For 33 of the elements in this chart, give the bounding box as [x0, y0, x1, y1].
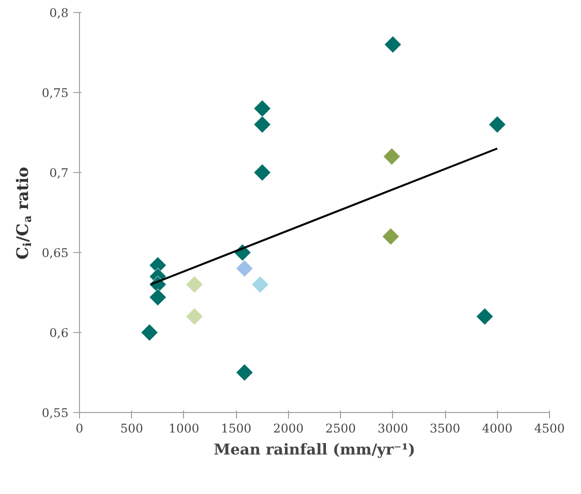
x-tick-label: 3500	[430, 422, 460, 436]
point	[382, 228, 400, 246]
x-tick-label: 4000	[482, 422, 513, 436]
y-tick-label: 0,8	[49, 6, 69, 20]
y-tick-label: 0,75	[42, 86, 68, 100]
x-tick-label: 1500	[220, 422, 252, 436]
point	[476, 308, 494, 326]
point	[186, 276, 204, 294]
point	[236, 260, 254, 278]
x-tick-label: 2500	[325, 422, 356, 436]
point	[254, 164, 272, 182]
x-tick-label: 3000	[378, 422, 408, 436]
point	[186, 308, 204, 326]
x-axis-title: Mean rainfall (mm/yr⁻¹)	[214, 440, 416, 458]
y-tick-label: 0,55	[42, 406, 68, 420]
point	[236, 364, 254, 382]
point	[383, 148, 401, 166]
y-tick-label: 0,65	[42, 246, 68, 260]
point	[254, 116, 272, 134]
point	[384, 36, 402, 54]
point	[140, 324, 158, 342]
x-tick-label: 2000	[273, 422, 304, 436]
y-axis-title: Ci/Ca ratio	[13, 166, 34, 260]
point	[488, 116, 506, 134]
x-tick-label: 1000	[168, 422, 200, 436]
x-tick-label: 0	[76, 422, 84, 436]
y-tick-label: 0,6	[49, 326, 69, 340]
point	[149, 288, 167, 306]
point	[251, 276, 269, 294]
x-tick-label: 500	[120, 422, 144, 436]
x-tick-label: 4500	[534, 422, 565, 436]
point	[254, 100, 272, 118]
y-tick-label: 0,7	[49, 166, 69, 180]
